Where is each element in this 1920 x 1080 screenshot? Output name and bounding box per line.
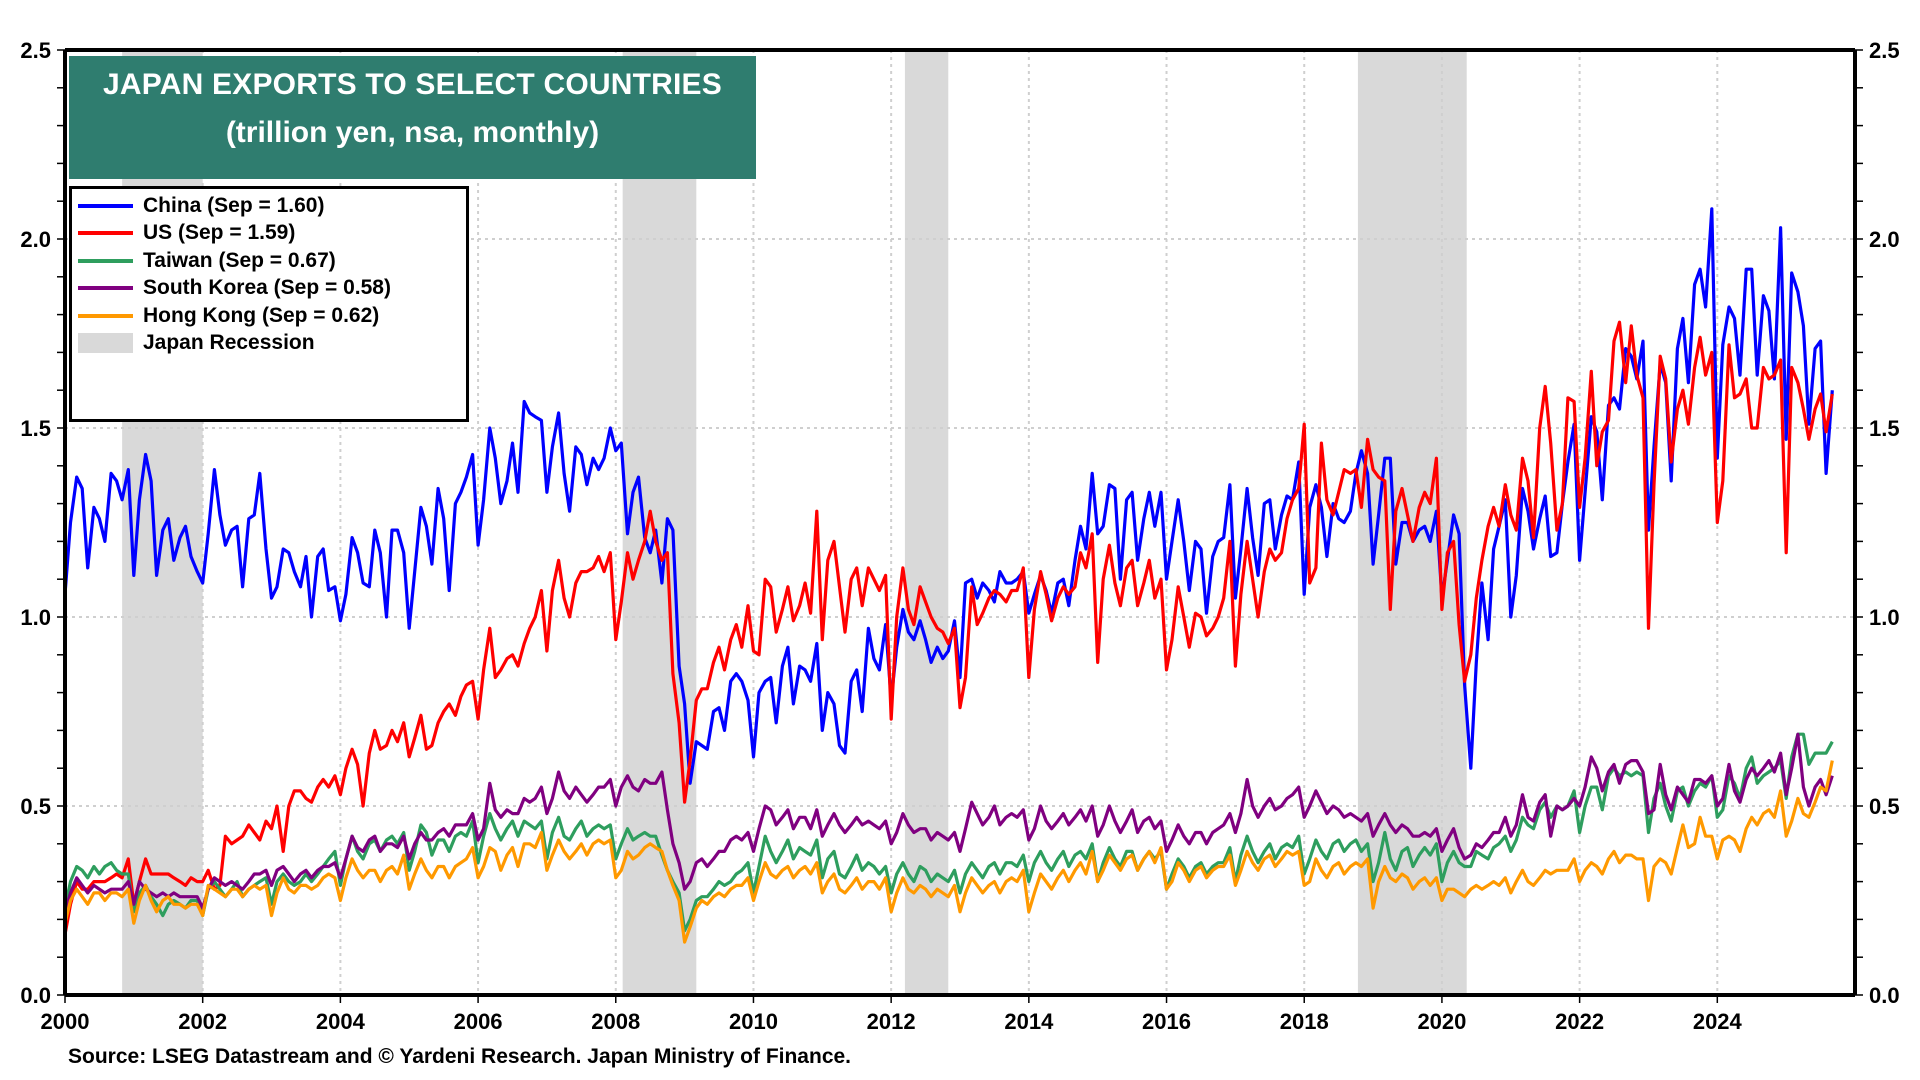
legend-swatch-taiwan bbox=[78, 258, 133, 263]
legend: China (Sep = 1.60) US (Sep = 1.59) Taiwa… bbox=[69, 186, 469, 422]
legend-label-hong-kong: Hong Kong (Sep = 0.62) bbox=[143, 303, 380, 327]
legend-item-us: US (Sep = 1.59) bbox=[78, 220, 460, 248]
series-lines bbox=[63, 207, 1834, 944]
legend-item-china: China (Sep = 1.60) bbox=[78, 192, 460, 220]
series-line-taiwan bbox=[63, 732, 1834, 933]
legend-swatch-south-korea bbox=[78, 286, 133, 291]
x-tick-label: 2000 bbox=[41, 1009, 90, 1034]
series-line-china bbox=[63, 207, 1834, 785]
chart-title-box: JAPAN EXPORTS TO SELECT COUNTRIES (trill… bbox=[69, 56, 756, 179]
legend-swatch-hong-kong bbox=[78, 313, 133, 318]
tick-labels: 0.0 0.5 1.0 1.5 2.0 2.5 0.0 0.5 1.0 1.5 2.0 2.5 2000… bbox=[20, 38, 1899, 1034]
x-tick-label: 2010 bbox=[729, 1009, 778, 1034]
legend-label-china: China (Sep = 1.60) bbox=[143, 193, 325, 217]
y-tick-label-right: 1.5 bbox=[1869, 416, 1900, 441]
chart-subtitle: (trillion yen, nsa, monthly) bbox=[225, 116, 600, 149]
x-tick-label: 2006 bbox=[454, 1009, 503, 1034]
x-tick-label: 2014 bbox=[1004, 1009, 1054, 1034]
recession-band bbox=[904, 50, 949, 995]
x-tick-label: 2012 bbox=[867, 1009, 916, 1034]
x-tick-label: 2002 bbox=[178, 1009, 227, 1034]
x-tick-label: 2024 bbox=[1693, 1009, 1743, 1034]
y-tick-label-left: 1.5 bbox=[20, 416, 51, 441]
x-tick-label: 2004 bbox=[316, 1009, 366, 1034]
y-tick-label-right: 2.5 bbox=[1869, 38, 1900, 63]
y-tick-label-left: 0.0 bbox=[20, 983, 51, 1008]
y-tick-label-right: 0.0 bbox=[1869, 983, 1900, 1008]
legend-swatch-recession bbox=[78, 333, 133, 354]
legend-swatch-us bbox=[78, 231, 133, 236]
y-tick-label-left: 0.5 bbox=[20, 794, 51, 819]
axes bbox=[57, 48, 1863, 1003]
y-tick-label-left: 2.0 bbox=[20, 227, 51, 252]
y-tick-label-left: 2.5 bbox=[20, 38, 51, 63]
series-line-us bbox=[63, 320, 1834, 935]
y-tick-label-left: 1.0 bbox=[20, 605, 51, 630]
y-tick-label-right: 1.0 bbox=[1869, 605, 1900, 630]
recession-band bbox=[622, 50, 697, 995]
x-tick-label: 2022 bbox=[1555, 1009, 1604, 1034]
legend-label-recession: Japan Recession bbox=[143, 331, 315, 355]
x-tick-label: 2016 bbox=[1142, 1009, 1191, 1034]
legend-item-south-korea: South Korea (Sep = 0.58) bbox=[78, 275, 460, 303]
x-tick-label: 2018 bbox=[1280, 1009, 1329, 1034]
legend-swatch-china bbox=[78, 203, 133, 208]
y-tick-label-right: 2.0 bbox=[1869, 227, 1900, 252]
recession-band bbox=[1357, 50, 1467, 995]
legend-label-taiwan: Taiwan (Sep = 0.67) bbox=[143, 248, 336, 272]
legend-label-us: US (Sep = 1.59) bbox=[143, 221, 296, 245]
chart-title: JAPAN EXPORTS TO SELECT COUNTRIES bbox=[103, 68, 722, 101]
legend-item-taiwan: Taiwan (Sep = 0.67) bbox=[78, 247, 460, 275]
series-line-hong-kong bbox=[63, 760, 1834, 944]
y-tick-label-right: 0.5 bbox=[1869, 794, 1900, 819]
legend-item-hong-kong: Hong Kong (Sep = 0.62) bbox=[78, 302, 460, 330]
legend-item-recession: Japan Recession bbox=[78, 330, 460, 358]
series-line-south-korea bbox=[63, 732, 1834, 913]
legend-label-south-korea: South Korea (Sep = 0.58) bbox=[143, 276, 391, 300]
x-tick-label: 2008 bbox=[591, 1009, 640, 1034]
source-note: Source: LSEG Datastream and © Yardeni Re… bbox=[68, 1045, 852, 1068]
x-tick-label: 2020 bbox=[1417, 1009, 1466, 1034]
